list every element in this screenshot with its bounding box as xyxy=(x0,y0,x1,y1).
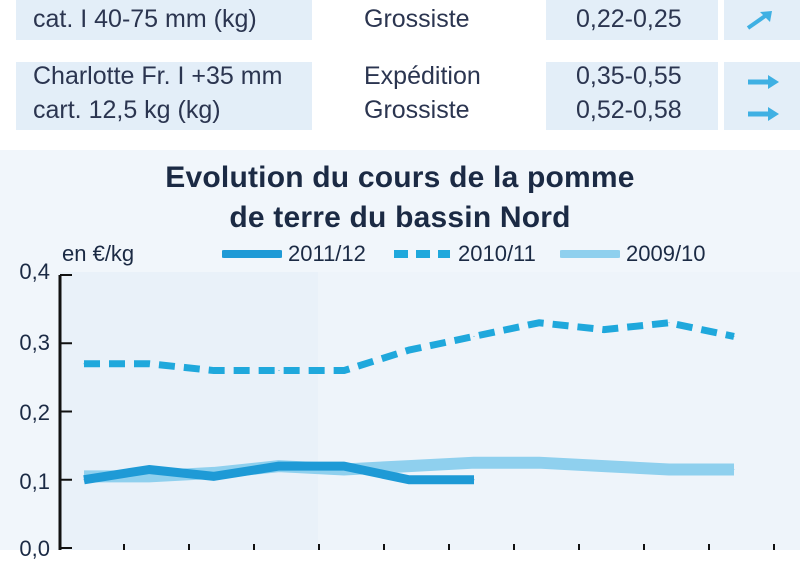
legend-label: 2010/11 xyxy=(458,241,536,266)
plot-shade-right xyxy=(318,272,800,550)
data-point xyxy=(473,335,475,337)
table-cell-bg xyxy=(16,62,312,130)
table-row-price: 0,52-0,58 xyxy=(576,96,682,124)
legend-item-2011-12: 2011/12 xyxy=(222,240,366,268)
line-chart xyxy=(58,272,800,550)
legend-swatch-solid xyxy=(222,250,282,258)
data-point xyxy=(603,329,605,331)
legend-swatch-dashed xyxy=(394,250,450,258)
table-cell-bg xyxy=(546,62,718,130)
table-row-product: cart. 12,5 kg (kg) xyxy=(33,96,221,124)
y-tick-label: 0,4 xyxy=(19,259,50,284)
table-row-stage: Grossiste xyxy=(364,96,470,124)
table-cell-bg xyxy=(546,0,718,40)
chart-title: Evolution du cours de la pomme de terre … xyxy=(0,158,800,238)
table-row-price: 0,22-0,25 xyxy=(576,5,682,33)
table-row-price: 0,35-0,55 xyxy=(576,62,682,90)
data-point xyxy=(408,479,410,481)
data-point xyxy=(213,370,215,372)
data-point xyxy=(83,479,85,481)
y-axis-unit-label: en €/kg xyxy=(62,241,135,266)
table-row-product: Charlotte Fr. I +35 mm xyxy=(33,62,283,90)
data-point xyxy=(343,465,345,467)
legend-label: 2011/12 xyxy=(288,241,366,266)
chart-title-line-2: de terre du bassin Nord xyxy=(229,201,571,234)
y-tick-label: 0,1 xyxy=(19,469,50,494)
data-point xyxy=(668,469,670,471)
data-point xyxy=(538,322,540,324)
data-point xyxy=(408,465,410,467)
price-table: cat. I 40-75 mm (kg) Grossiste 0,22-0,25… xyxy=(0,0,800,138)
data-point xyxy=(148,469,150,471)
data-point xyxy=(343,370,345,372)
table-row-product: cat. I 40-75 mm (kg) xyxy=(33,5,257,33)
legend-item-2010-11: 2010/11 xyxy=(392,240,536,268)
legend-label: 2009/10 xyxy=(626,241,706,266)
table-cell-bg xyxy=(724,62,800,130)
data-point xyxy=(148,475,150,477)
chart-title-line-1: Evolution du cours de la pomme xyxy=(165,161,635,194)
data-point xyxy=(278,465,280,467)
data-point xyxy=(408,349,410,351)
data-point xyxy=(733,469,735,471)
data-point xyxy=(213,475,215,477)
data-point xyxy=(148,363,150,365)
data-point xyxy=(278,370,280,372)
axes xyxy=(58,274,775,550)
data-point xyxy=(473,479,475,481)
plot-shade-left xyxy=(60,272,318,550)
arrow-right-icon xyxy=(748,75,779,89)
table-row-stage: Expédition xyxy=(364,62,481,90)
data-point xyxy=(668,322,670,324)
arrow-up-right-icon xyxy=(746,11,772,30)
arrow-right-icon xyxy=(748,107,779,121)
legend-swatch-light xyxy=(560,250,620,258)
table-cell-bg xyxy=(16,0,312,40)
y-tick-label: 0,3 xyxy=(19,330,50,355)
data-point xyxy=(733,335,735,337)
data-point xyxy=(473,462,475,464)
legend-item-2009-10: 2009/10 xyxy=(560,240,706,268)
table-row-stage: Grossiste xyxy=(364,5,470,33)
data-point xyxy=(538,462,540,464)
series-layer xyxy=(83,319,735,485)
data-point xyxy=(83,363,85,365)
y-tick-label: 0,2 xyxy=(19,400,50,425)
data-point xyxy=(603,465,605,467)
